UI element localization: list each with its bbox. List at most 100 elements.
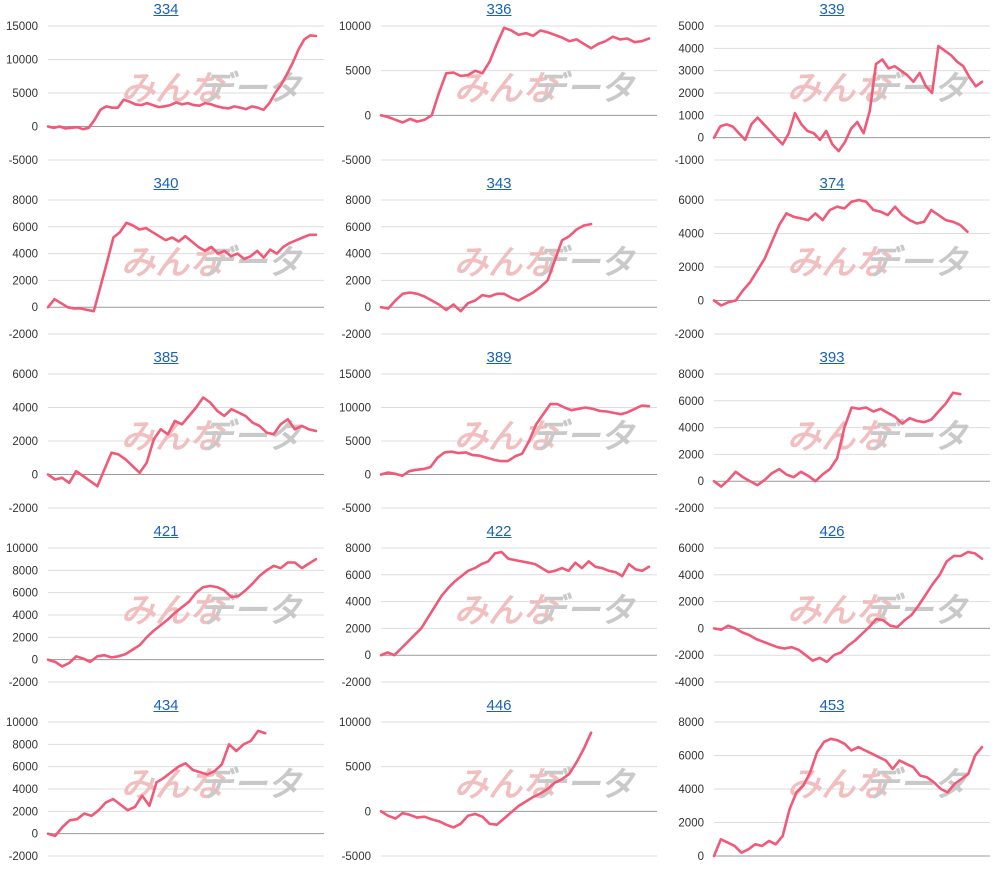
- watermark-gray-mark: データ: [865, 244, 969, 282]
- watermark-gray-mark: データ: [865, 418, 969, 456]
- watermark-pink-mark: みんな: [454, 244, 559, 282]
- y-tick-label: 0: [365, 110, 371, 122]
- series-line: [712, 198, 969, 307]
- chart-panel-340: -2000 0 2000 4000 6000 8000 みんな データ 340: [0, 174, 332, 348]
- chart-title-link[interactable]: 340: [153, 175, 179, 192]
- chart-title-link[interactable]: 421: [153, 523, 179, 540]
- y-tick-label: 2000: [12, 806, 38, 818]
- y-tick-label: 2000: [678, 449, 704, 461]
- y-tick-label: 0: [698, 851, 704, 863]
- chart-title-link[interactable]: 336: [486, 1, 512, 18]
- chart-title-link[interactable]: 453: [819, 697, 845, 714]
- watermark-pink-mark: みんな: [454, 70, 559, 108]
- series-line: [46, 221, 318, 313]
- watermark-pink-mark: みんな: [787, 244, 892, 282]
- y-tick-label: 0: [365, 302, 371, 314]
- y-tick-label: 2000: [678, 597, 704, 609]
- chart-panel-336: -5000 0 5000 10000 みんな データ 336: [333, 0, 665, 174]
- y-tick-label: 15000: [6, 21, 38, 33]
- y-tick-label: 0: [32, 470, 38, 482]
- watermark-pink-mark: みんな: [454, 418, 559, 456]
- chart-title-link[interactable]: 339: [819, 1, 845, 18]
- chart-panel-334: -5000 0 5000 10000 15000 みんな データ 334: [0, 0, 332, 174]
- y-tick-label: 6000: [678, 396, 704, 408]
- y-tick-label: 4000: [678, 43, 704, 55]
- y-tick-label: 2000: [678, 818, 704, 830]
- y-tick-label: 4000: [678, 423, 704, 435]
- series-line: [379, 731, 593, 829]
- chart-panel-434: -2000 0 2000 4000 6000 8000 10000 みんな データ 434: [0, 696, 332, 870]
- y-tick-label: 2000: [345, 275, 371, 287]
- chart-title-link[interactable]: 393: [819, 349, 845, 366]
- watermark-gray-mark: データ: [199, 592, 303, 630]
- y-tick-label: 6000: [12, 588, 38, 600]
- y-tick-label: 0: [365, 806, 371, 818]
- chart-title-link[interactable]: 446: [486, 697, 512, 714]
- chart-title-link[interactable]: 389: [486, 349, 512, 366]
- y-tick-label: -5000: [342, 155, 371, 167]
- y-tick-label: 0: [32, 302, 38, 314]
- series-line: [46, 557, 318, 668]
- y-tick-label: 8000: [12, 195, 38, 207]
- y-tick-label: 0: [698, 296, 704, 308]
- y-tick-label: -2000: [9, 503, 38, 515]
- series-line: [46, 396, 318, 488]
- y-tick-label: 0: [32, 655, 38, 667]
- y-tick-label: 2000: [345, 623, 371, 635]
- chart-title-link[interactable]: 343: [486, 175, 512, 192]
- y-tick-label: 4000: [12, 610, 38, 622]
- y-tick-label: 10000: [339, 717, 371, 729]
- watermark-gray-mark: データ: [865, 592, 969, 630]
- chart-title-link[interactable]: 334: [153, 1, 179, 18]
- y-tick-label: 4000: [678, 229, 704, 241]
- chart-title-link[interactable]: 374: [819, 175, 845, 192]
- y-tick-label: 2000: [12, 632, 38, 644]
- chart-title-link[interactable]: 422: [486, 523, 512, 540]
- y-tick-label: -2000: [342, 677, 371, 689]
- chart-title-link[interactable]: 385: [153, 349, 179, 366]
- series-line: [379, 26, 651, 124]
- y-tick-label: -2000: [675, 329, 704, 341]
- series-line: [712, 737, 984, 858]
- y-tick-label: 4000: [345, 249, 371, 261]
- y-tick-label: 6000: [345, 222, 371, 234]
- chart-panel-421: -2000 0 2000 4000 6000 8000 10000 みんな データ 421: [0, 522, 332, 696]
- watermark-gray-mark: データ: [532, 418, 636, 456]
- chart-title-link[interactable]: 434: [153, 697, 179, 714]
- y-tick-label: 4000: [12, 249, 38, 261]
- y-tick-label: 0: [32, 122, 38, 134]
- series-line: [379, 550, 651, 657]
- y-tick-label: 10000: [6, 543, 38, 555]
- y-tick-label: -2000: [675, 503, 704, 515]
- chart-title-link[interactable]: 426: [819, 523, 845, 540]
- watermark-pink-mark: みんな: [787, 592, 892, 630]
- y-tick-label: 0: [698, 476, 704, 488]
- watermark-gray-mark: データ: [532, 244, 636, 282]
- chart-panel-422: -2000 0 2000 4000 6000 8000 みんな データ 422: [333, 522, 665, 696]
- y-tick-label: 5000: [345, 436, 371, 448]
- watermark-gray-mark: データ: [532, 70, 636, 108]
- y-tick-label: 2000: [678, 88, 704, 100]
- y-tick-label: 2000: [12, 436, 38, 448]
- y-tick-label: -2000: [675, 650, 704, 662]
- chart-panel-453: 0 2000 4000 6000 8000 みんな データ 453: [666, 696, 998, 870]
- series-line: [46, 729, 267, 838]
- y-tick-label: 6000: [12, 222, 38, 234]
- chart-panel-343: -2000 0 2000 4000 6000 8000 みんな データ 343: [333, 174, 665, 348]
- y-tick-label: 2000: [678, 262, 704, 274]
